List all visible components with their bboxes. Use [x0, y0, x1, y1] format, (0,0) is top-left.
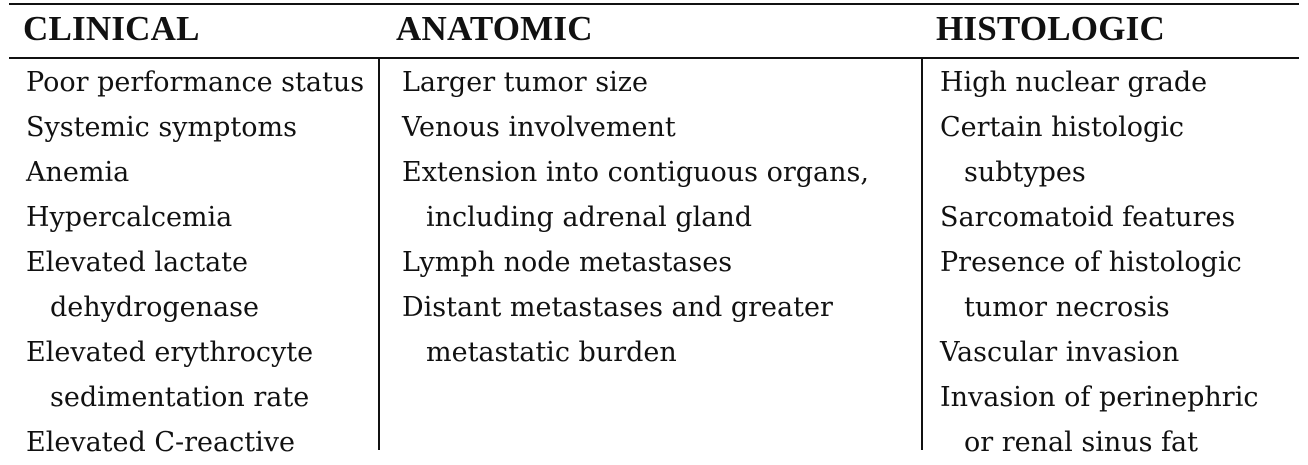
histologic-factor-line: High nuclear grade — [940, 67, 1208, 98]
anatomic-column: Larger tumor size Venous involvement Exten… — [402, 60, 917, 375]
anatomic-factor-line: metastatic burden — [426, 337, 677, 368]
column-divider-2 — [921, 59, 923, 450]
header-clinical: CLINICAL — [23, 9, 200, 48]
header-divider-rule — [9, 57, 1299, 59]
histologic-factor-line: Invasion of perinephric — [940, 382, 1259, 413]
clinical-column: Poor performance status Systemic symptoms… — [26, 60, 376, 465]
histologic-factor-line: Vascular invasion — [940, 337, 1180, 368]
anatomic-factor-line: Larger tumor size — [402, 67, 648, 98]
table-top-rule — [9, 3, 1299, 5]
clinical-factor-line: Systemic symptoms — [26, 112, 297, 143]
header-anatomic: ANATOMIC — [396, 9, 593, 48]
anatomic-factor-line: Lymph node metastases — [402, 247, 733, 278]
histologic-factor-line: or renal sinus fat — [964, 427, 1198, 458]
anatomic-factor-line: Distant metastases and greater — [402, 292, 833, 323]
clinical-factor-line: Elevated erythrocyte — [26, 337, 314, 368]
histologic-column: High nuclear grade Certain histologic subt… — [940, 60, 1295, 465]
clinical-factor-line: Poor performance status — [26, 67, 365, 98]
column-divider-1 — [378, 59, 380, 450]
clinical-factor-line: dehydrogenase — [50, 292, 259, 323]
clinical-factor-line: Anemia — [26, 157, 130, 188]
clinical-factor-line: Hypercalcemia — [26, 202, 233, 233]
clinical-factor-line: Elevated lactate — [26, 247, 248, 278]
anatomic-factor-line: Extension into contiguous organs, — [402, 157, 869, 188]
anatomic-factor-line: including adrenal gland — [426, 202, 753, 233]
histologic-factor-line: Presence of histologic — [940, 247, 1242, 278]
histologic-factor-line: Certain histologic — [940, 112, 1185, 143]
clinical-factor-line: sedimentation rate — [50, 382, 310, 413]
histologic-factor-line: Sarcomatoid features — [940, 202, 1236, 233]
histologic-factor-line: tumor necrosis — [964, 292, 1170, 323]
histologic-factor-line: subtypes — [964, 157, 1086, 188]
header-histologic: HISTOLOGIC — [936, 9, 1165, 48]
clinical-factor-line: Elevated C-reactive — [26, 427, 295, 458]
prognostic-factors-table: CLINICAL ANATOMIC HISTOLOGIC Poor perfor… — [9, 0, 1299, 458]
anatomic-factor-line: Venous involvement — [402, 112, 676, 143]
